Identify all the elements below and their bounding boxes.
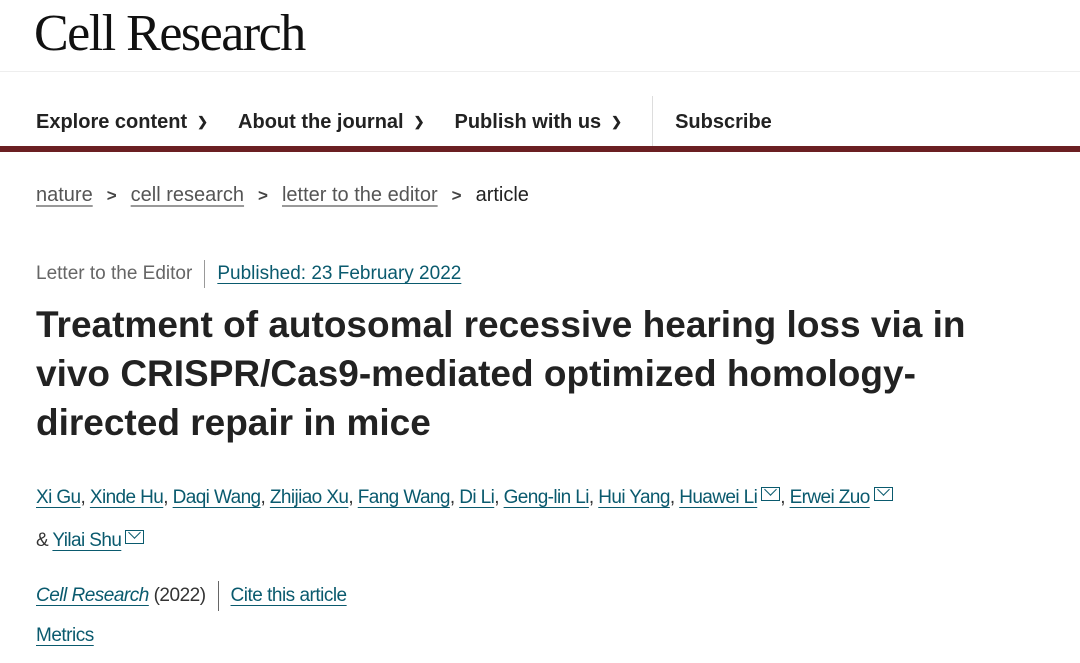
breadcrumb-current: article xyxy=(475,184,529,206)
author-list: Xi Gu, Xinde Hu, Daqi Wang, Zhijiao Xu, … xyxy=(36,476,1076,562)
breadcrumb-letter[interactable]: letter to the editor xyxy=(281,184,438,206)
journal-logo[interactable]: Cell Research xyxy=(34,5,306,62)
citation-year: (2022) xyxy=(153,585,206,606)
nav-label: Explore content xyxy=(36,110,188,133)
chevron-down-icon: ❯ xyxy=(611,114,623,129)
article-type: Letter to the Editor xyxy=(36,263,193,284)
author-link[interactable]: Yilai Shu xyxy=(52,530,122,551)
breadcrumb-nature[interactable]: nature xyxy=(36,184,93,206)
author-link[interactable]: Erwei Zuo xyxy=(789,487,871,508)
nav-about-journal[interactable]: About the journal ❯ xyxy=(238,111,424,134)
chevron-right-icon: > xyxy=(258,185,268,205)
metrics-link[interactable]: Metrics xyxy=(36,625,94,646)
published-date[interactable]: Published: 23 February 2022 xyxy=(217,263,462,284)
journal-link[interactable]: Cell Research xyxy=(36,585,149,606)
email-icon[interactable] xyxy=(125,530,145,544)
breadcrumb: nature > cell research > letter to the edi… xyxy=(36,184,529,207)
breadcrumb-cell-research[interactable]: cell research xyxy=(130,184,245,206)
chevron-down-icon: ❯ xyxy=(413,114,425,129)
author-link[interactable]: Zhijiao Xu xyxy=(269,487,349,508)
article-title: Treatment of autosomal recessive hearing… xyxy=(36,304,966,443)
main-nav: Explore content ❯ About the journal ❯ Publ… xyxy=(36,96,802,148)
nav-explore-content[interactable]: Explore content ❯ xyxy=(36,111,208,134)
author-link[interactable]: Di Li xyxy=(459,487,495,508)
accent-bar xyxy=(0,146,1080,152)
nav-label: About the journal xyxy=(238,110,404,133)
email-icon[interactable] xyxy=(761,487,781,501)
nav-subscribe[interactable]: Subscribe xyxy=(675,110,772,133)
divider xyxy=(217,581,219,611)
citation-line: Cell Research (2022) Cite this article xyxy=(36,581,347,611)
chevron-right-icon: > xyxy=(106,185,117,205)
cite-article-link[interactable]: Cite this article xyxy=(230,585,348,606)
author-link[interactable]: Geng-lin Li xyxy=(503,487,590,508)
author-link[interactable]: Huawei Li xyxy=(679,487,758,508)
author-link[interactable]: Hui Yang xyxy=(598,487,670,508)
chevron-right-icon: > xyxy=(451,185,462,205)
article-meta: Letter to the Editor Published: 23 Febru… xyxy=(36,260,461,288)
email-icon[interactable] xyxy=(873,487,893,501)
author-link[interactable]: Fang Wang xyxy=(357,487,451,508)
author-link[interactable]: Xi Gu xyxy=(36,487,81,508)
ampersand: & xyxy=(36,530,49,551)
author-link[interactable]: Xinde Hu xyxy=(89,487,164,508)
author-link[interactable]: Daqi Wang xyxy=(172,487,261,508)
header-divider xyxy=(0,71,1080,72)
nav-publish-with-us[interactable]: Publish with us ❯ xyxy=(455,111,623,134)
nav-divider xyxy=(652,96,654,148)
nav-label: Publish with us xyxy=(454,110,602,133)
chevron-down-icon: ❯ xyxy=(197,114,209,129)
divider xyxy=(204,260,206,288)
